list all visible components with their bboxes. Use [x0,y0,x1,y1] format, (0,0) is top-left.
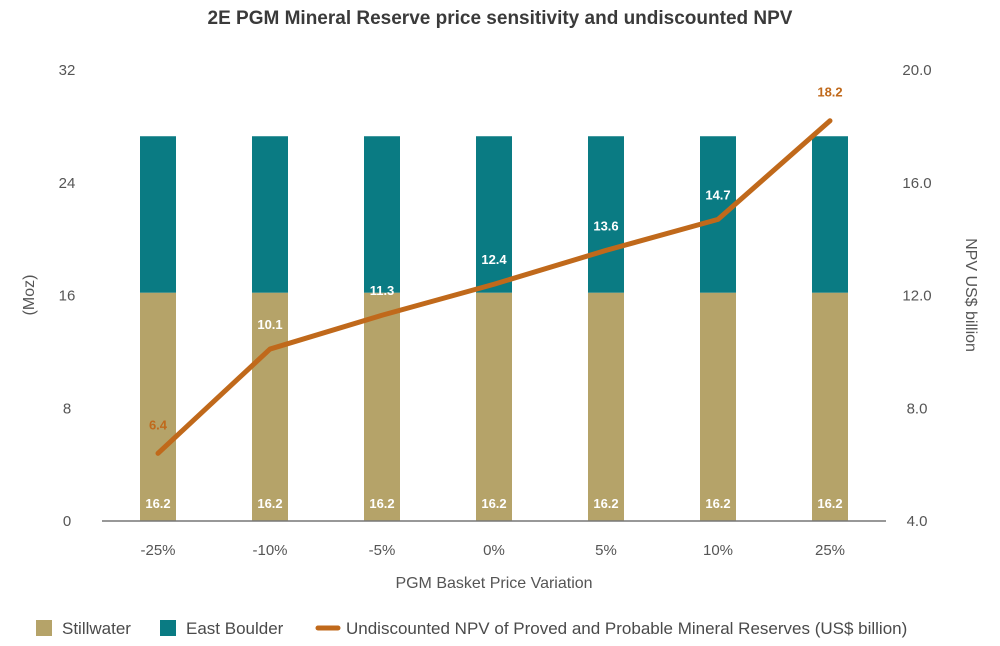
right-tick-label: 4.0 [907,513,928,530]
bar-east-boulder-4 [588,136,624,293]
stillwater-data-label: 16.2 [817,496,842,511]
chart-title: 2E PGM Mineral Reserve price sensitivity… [208,8,793,29]
left-tick-label: 16 [59,288,76,305]
right-tick-label: 8.0 [907,400,928,417]
npv-data-label: 10.1 [257,317,282,332]
npv-line-group [155,118,833,456]
x-tick-label: -10% [252,542,287,559]
bar-stillwater-0 [140,292,176,521]
npv-point [828,118,832,123]
npv-data-label: 12.4 [481,252,507,267]
x-tick-label: 5% [595,542,617,559]
stillwater-data-label: 16.2 [369,496,394,511]
x-tick-label: -5% [369,542,396,559]
npv-data-label: 11.3 [370,283,395,298]
legend: Stillwater East Boulder Undiscounted NPV o… [36,619,907,638]
right-axis-title: NPV US$ billion [962,238,979,352]
x-tick-label: -25% [140,542,175,559]
left-tick-label: 0 [63,513,71,530]
npv-point [156,451,160,456]
bar-stillwater-2 [364,292,400,521]
bar-stillwater-6 [812,292,848,521]
right-tick-label: 16.0 [902,175,931,192]
npv-point [492,282,496,287]
legend-swatch-stillwater [36,620,52,636]
legend-label: Undiscounted NPV of Proved and Probable … [346,619,907,638]
npv-point [380,313,384,318]
bar-east-boulder-6 [812,136,848,293]
npv-point [604,248,608,253]
left-axis-title: (Moz) [21,275,38,316]
bar-east-boulder-0 [140,136,176,293]
stillwater-data-label: 16.2 [145,496,170,511]
npv-data-label: 18.2 [817,85,842,100]
bar-east-boulder-3 [476,136,512,293]
left-tick-label: 24 [59,175,76,192]
x-tick-label: 0% [483,542,505,559]
bar-east-boulder-1 [252,136,288,293]
axes-group: -25% -10% -5% 0% 5% 10% 25% 0 8 16 24 32 4.0 8.0 12.0 1… [59,62,932,559]
stillwater-data-label: 16.2 [481,496,506,511]
stillwater-data-label: 16.2 [593,496,618,511]
left-tick-label: 32 [59,62,76,79]
npv-data-label: 14.7 [705,187,730,202]
data-labels-group: 6.4 10.1 11.3 12.4 13.6 14.7 18.2 16.2 16.2 16.2 1… [145,85,842,511]
bar-stillwater-4 [588,292,624,521]
npv-point [716,217,720,222]
bar-stillwater-3 [476,292,512,521]
legend-label: Stillwater [62,619,131,638]
bar-east-boulder-2 [364,136,400,293]
right-tick-label: 20.0 [902,62,931,79]
npv-point [268,347,272,352]
bar-east-boulder-5 [700,136,736,293]
x-tick-label: 10% [703,542,733,559]
legend-swatch-east-boulder [160,620,176,636]
stillwater-data-label: 16.2 [705,496,730,511]
x-tick-label: 25% [815,542,845,559]
npv-data-label: 13.6 [593,218,618,233]
bars-group [140,136,848,521]
stillwater-data-label: 16.2 [257,496,282,511]
right-tick-label: 12.0 [902,288,931,305]
bar-stillwater-5 [700,292,736,521]
left-tick-label: 8 [63,400,71,417]
npv-data-label: 6.4 [149,417,168,432]
bar-stillwater-1 [252,292,288,521]
legend-label: East Boulder [186,619,284,638]
x-axis-title: PGM Basket Price Variation [395,575,592,592]
